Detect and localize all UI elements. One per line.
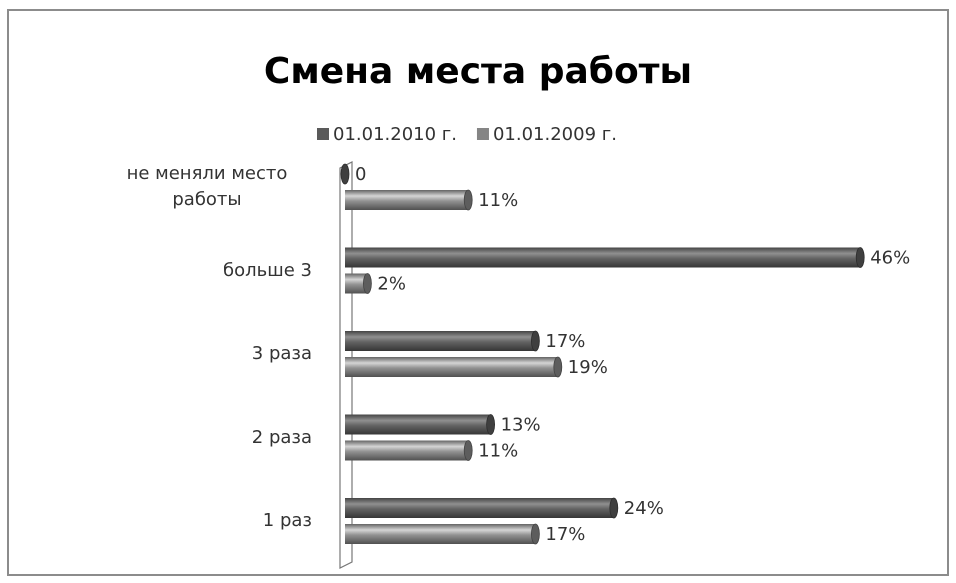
chart-frame	[7, 9, 949, 576]
bar	[345, 357, 558, 377]
bar	[345, 524, 536, 544]
bar	[345, 440, 469, 461]
category-label: не меняли место работы	[126, 163, 288, 210]
value-label: 19%	[568, 357, 608, 378]
bar	[345, 273, 368, 294]
bar	[345, 498, 614, 518]
bar-cap	[855, 247, 865, 268]
bar-cap	[486, 414, 496, 435]
bar-cap	[340, 163, 350, 185]
value-label: 0	[355, 164, 366, 185]
bar-cap	[362, 273, 372, 294]
bar	[345, 331, 536, 351]
bar	[345, 190, 469, 210]
value-label: 17%	[545, 524, 585, 545]
bar-cap	[531, 523, 540, 545]
chart-title: Смена места работы	[264, 51, 692, 92]
bar-cap	[463, 189, 473, 211]
bar-cap	[531, 330, 540, 352]
legend-label: 01.01.2009 г.	[493, 124, 617, 145]
value-label: 11%	[478, 441, 518, 462]
value-label: 24%	[624, 498, 664, 519]
legend-label: 01.01.2010 г.	[333, 124, 457, 145]
bar-cap	[463, 440, 473, 461]
category-label: 1 раз	[262, 510, 312, 531]
legend-swatch	[476, 128, 489, 140]
category-label: 2 раза	[251, 426, 312, 448]
value-label: 13%	[501, 415, 541, 436]
value-label: 46%	[870, 248, 910, 269]
category-label: больше 3	[223, 259, 312, 281]
bar	[345, 247, 861, 268]
value-label: 17%	[545, 331, 585, 352]
category-label: 3 раза	[251, 343, 312, 364]
legend-swatch	[317, 128, 329, 140]
bar	[345, 414, 491, 435]
value-label: 11%	[478, 190, 518, 211]
bar-cap	[553, 356, 563, 378]
value-label: 2%	[377, 274, 406, 295]
bar-cap	[609, 497, 619, 519]
